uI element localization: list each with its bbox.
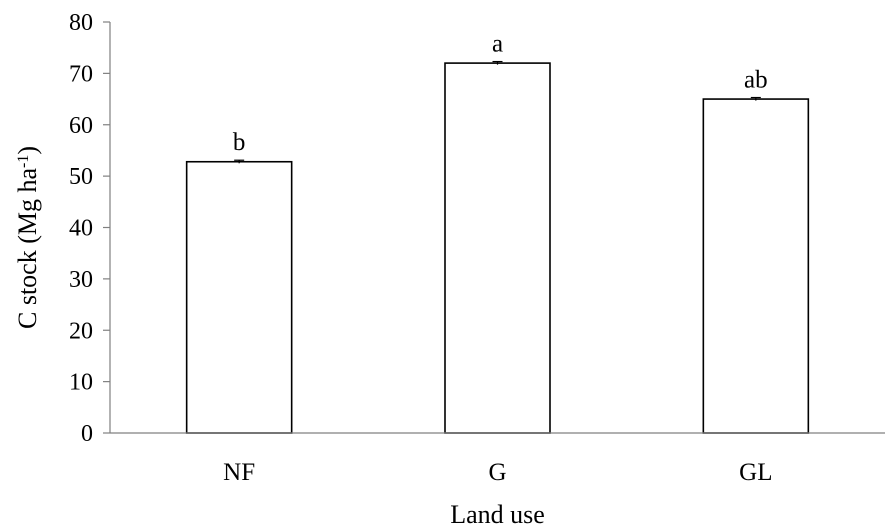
error-bar — [492, 60, 503, 65]
error-bar — [750, 96, 761, 101]
axes — [109, 22, 885, 434]
y-tick-label: 0 — [81, 421, 93, 447]
bar-nf — [185, 160, 293, 434]
x-tick-label: G — [488, 459, 506, 486]
y-tick-label: 20 — [69, 318, 93, 344]
y-tick-label: 10 — [69, 370, 93, 396]
bar-g — [444, 62, 551, 434]
y-tick-label: 60 — [69, 113, 93, 139]
y-axis-label: C stock (Mg ha-1) — [13, 146, 42, 329]
bars: b a ab — [185, 31, 810, 434]
bar-letter-label: ab — [744, 67, 768, 94]
x-tick-label: GL — [739, 459, 772, 486]
bar-letter-label: b — [233, 129, 246, 156]
y-axis-ticks: 0 10 20 30 40 50 60 70 80 — [69, 10, 110, 447]
y-tick-label: 50 — [69, 164, 93, 190]
y-tick-label: 70 — [69, 61, 93, 87]
y-axis-label-sup: -1 — [15, 155, 32, 168]
y-axis-label-end: ) — [13, 146, 42, 155]
y-tick-label: 30 — [69, 267, 93, 293]
bar-letter-label: a — [492, 31, 503, 58]
x-tick-label: NF — [223, 459, 255, 486]
y-tick-label: 40 — [69, 216, 93, 242]
x-axis-ticks: NF G GL — [223, 459, 772, 486]
x-axis-label: Land use — [450, 500, 545, 528]
y-tick-label: 80 — [69, 10, 93, 36]
bar-gl — [702, 98, 810, 434]
error-bar — [234, 159, 245, 164]
y-axis-label-main: C stock (Mg ha — [13, 168, 42, 330]
